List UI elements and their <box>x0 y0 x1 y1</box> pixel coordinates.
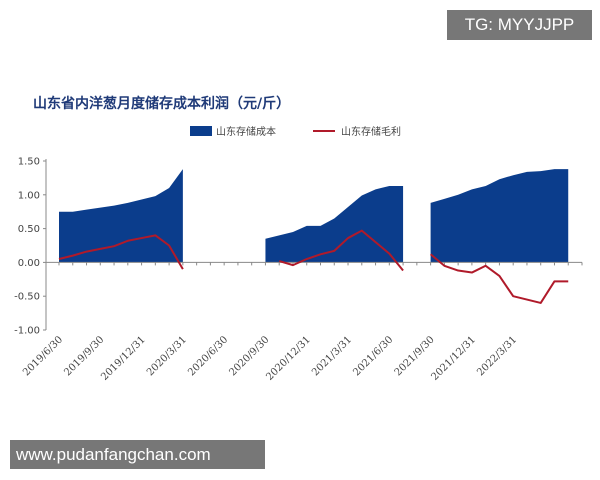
x-tick-label: 2020/12/31 <box>264 334 313 383</box>
x-tick-label: 2021/9/30 <box>393 334 437 378</box>
x-tick-label: 2019/12/31 <box>99 334 148 383</box>
chart-title: 山东省内洋葱月度储存成本利润（元/斤） <box>33 96 291 112</box>
x-tick-label: 2021/3/31 <box>310 334 354 378</box>
legend-swatch-storage-cost <box>190 126 212 136</box>
watermark-bottom: www.pudanfangchan.com <box>10 440 265 469</box>
legend: 山东存储成本 山东存储毛利 <box>190 125 401 138</box>
x-tick-label: 2022/3/31 <box>475 334 519 378</box>
x-tick-label: 2021/12/31 <box>429 334 478 383</box>
area-segment-storage-cost <box>59 169 183 263</box>
x-tick-label: 2020/3/31 <box>145 334 189 378</box>
legend-label-storage-margin: 山东存储毛利 <box>341 125 401 138</box>
x-tick-label: 2020/6/30 <box>186 334 230 378</box>
line-segment-storage-margin <box>429 253 569 304</box>
y-tick-label: 0.00 <box>18 258 40 269</box>
y-tick-label: 1.00 <box>18 190 40 201</box>
y-tick-label: -0.50 <box>14 292 40 303</box>
watermark-top: TG: MYYJJPP <box>447 10 592 40</box>
line-segment-storage-margin <box>278 229 404 272</box>
area-segment-storage-cost <box>430 169 569 263</box>
x-tick-label: 2020/9/30 <box>228 334 272 378</box>
y-tick-label: 0.50 <box>18 224 40 235</box>
x-tick-label: 2021/6/30 <box>351 334 395 378</box>
x-tick-label: 2019/9/30 <box>62 334 106 378</box>
y-tick-label: -1.00 <box>14 326 40 337</box>
legend-label-storage-cost: 山东存储成本 <box>216 125 276 138</box>
y-tick-label: 1.50 <box>18 157 40 168</box>
x-tick-label: 2019/6/30 <box>21 334 65 378</box>
area-segment-storage-cost <box>265 186 404 263</box>
line-segment-storage-margin <box>58 234 184 270</box>
